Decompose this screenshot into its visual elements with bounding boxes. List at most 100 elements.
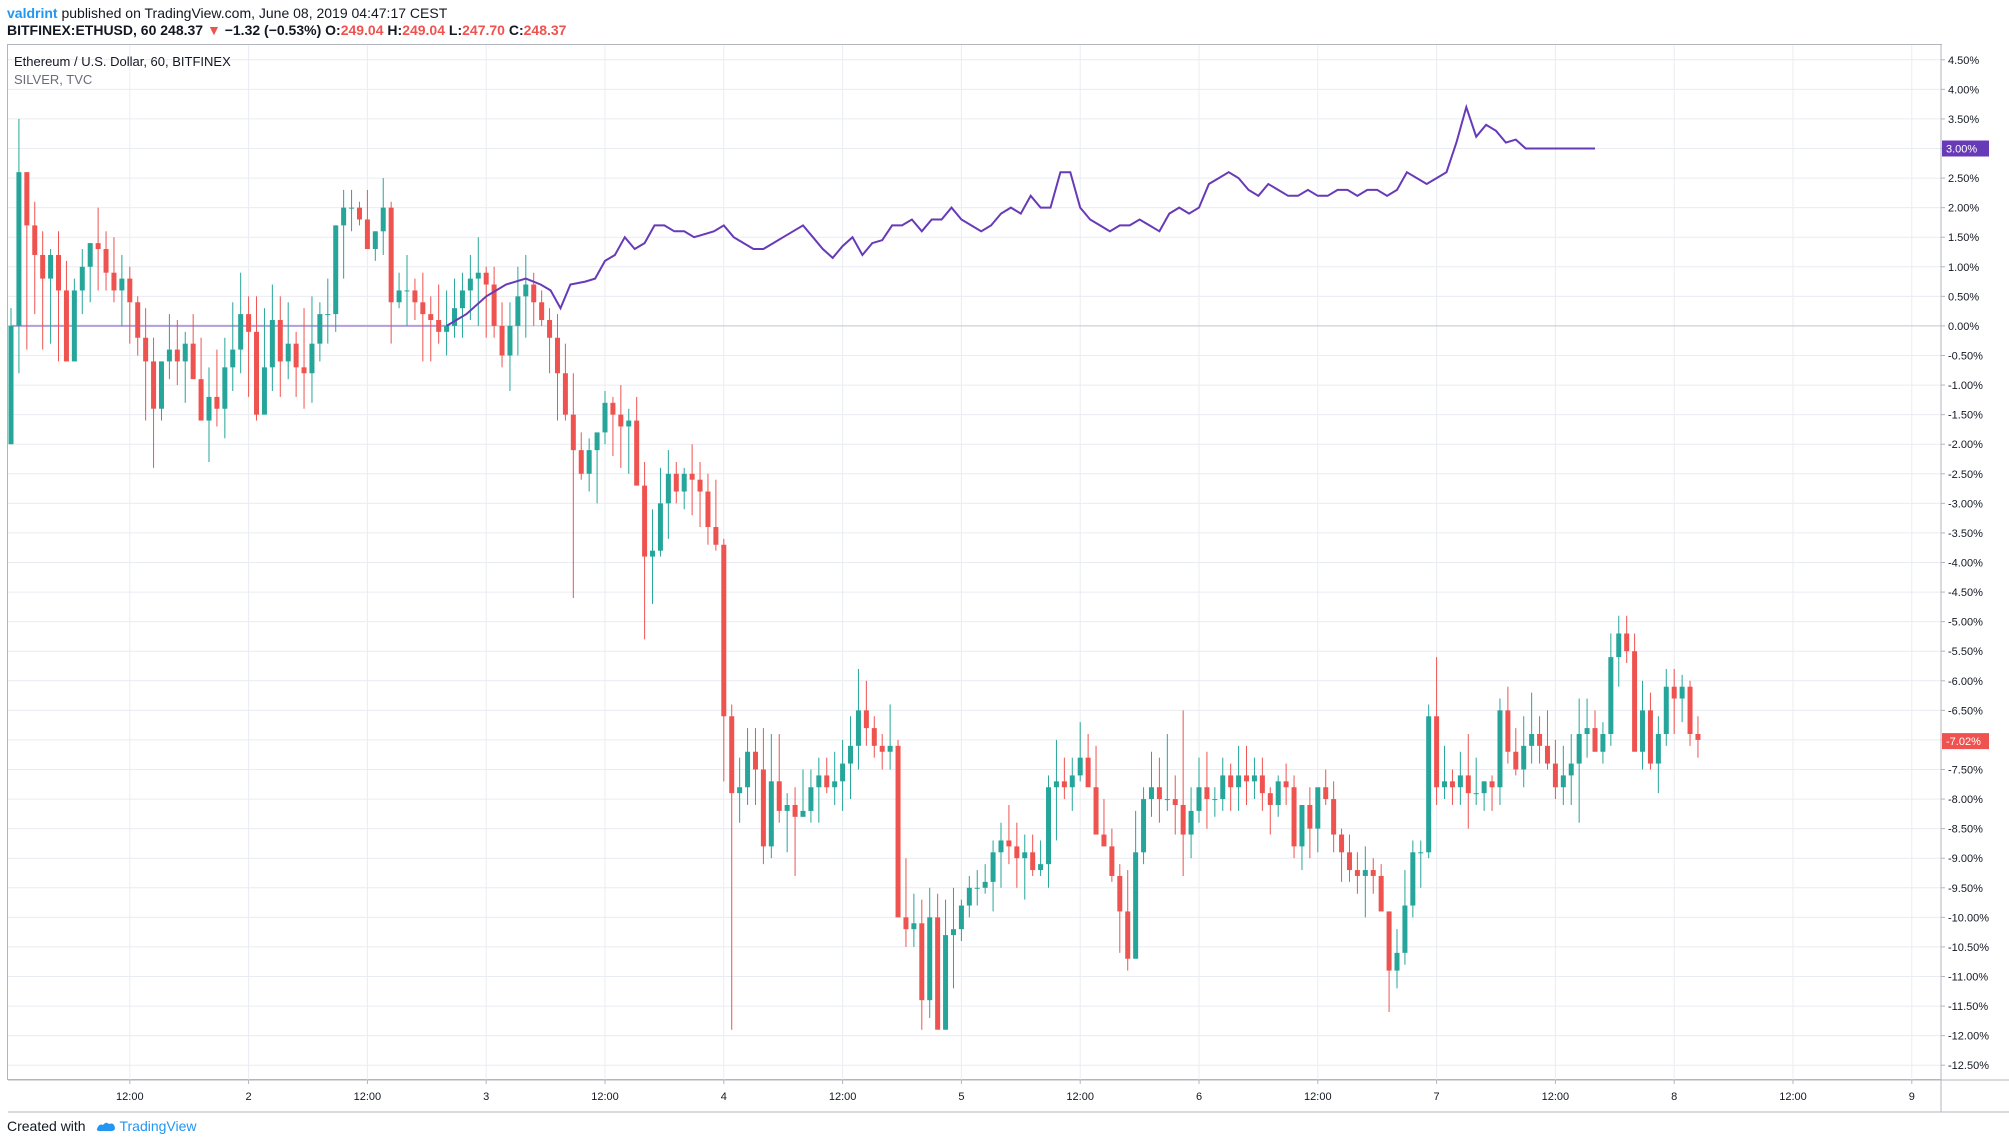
compare-series-line: [446, 103, 1595, 327]
candle-body: [309, 343, 315, 374]
time-axis-label: 9: [1909, 1091, 1915, 1103]
price-axis-label: 4.00%: [1948, 84, 1979, 96]
candle-body: [1228, 775, 1234, 788]
candle-body: [1663, 686, 1669, 735]
candle-body: [1331, 799, 1337, 835]
footer: Created with TradingView: [7, 1118, 197, 1136]
candle-body: [372, 231, 378, 250]
candle-body: [531, 284, 537, 303]
candle-body: [87, 243, 93, 267]
candle-body: [246, 314, 252, 332]
candle-body: [800, 810, 806, 817]
price-axis-bg: [1941, 45, 2009, 1080]
candle-body: [610, 402, 616, 415]
candle-body: [1053, 781, 1059, 788]
candle-body: [974, 887, 980, 889]
candle-body: [1695, 734, 1701, 740]
candle-body: [452, 308, 458, 326]
published-text: published on TradingView.com, June 08, 2…: [57, 5, 448, 21]
candle-body: [79, 266, 85, 291]
candle-body: [214, 396, 220, 409]
candle-body: [1307, 804, 1313, 829]
candle-body: [404, 290, 410, 292]
candle-body: [792, 804, 798, 817]
candle-body: [594, 432, 600, 451]
candle-body: [1220, 775, 1226, 800]
price-axis-label: 0.00%: [1948, 321, 1979, 333]
candle-body: [1275, 781, 1281, 805]
tradingview-logo-icon: [95, 1119, 117, 1136]
candle-body: [436, 320, 442, 332]
price-axis-label: -10.00%: [1948, 912, 1989, 924]
candle-body: [166, 349, 172, 362]
price-axis-label: -12.00%: [1948, 1031, 1989, 1043]
candle-body: [1576, 734, 1582, 764]
candle-body: [71, 290, 77, 362]
close-value: 248.37: [523, 22, 567, 38]
candle-body: [1346, 852, 1352, 871]
candle-body: [848, 745, 854, 764]
candle-body: [356, 207, 362, 220]
candle-body: [729, 716, 735, 794]
candle-body: [1655, 734, 1661, 764]
candle-body: [1640, 710, 1646, 752]
candle-body: [198, 379, 204, 421]
candle-body: [871, 728, 877, 746]
candle-body: [950, 929, 956, 936]
candle-body: [1085, 757, 1091, 788]
candle-body: [1267, 793, 1273, 805]
candle-body: [903, 917, 909, 930]
candle-body: [135, 302, 141, 338]
candle-body: [1339, 834, 1345, 853]
time-axis-label: 12:00: [1779, 1091, 1807, 1103]
candle-body: [1687, 686, 1693, 735]
last-price-label-bg: [1942, 733, 1989, 750]
open-label: O:: [325, 22, 341, 38]
legend-compare-series[interactable]: SILVER, TVC: [14, 72, 93, 87]
candle-body: [1354, 870, 1360, 876]
candle-body: [1117, 875, 1123, 912]
candle-body: [459, 290, 465, 309]
candle-body: [1449, 781, 1455, 788]
author-link[interactable]: valdrint: [7, 5, 58, 21]
candle-body: [1323, 787, 1329, 800]
candle-body: [586, 450, 592, 474]
candle-body: [927, 917, 933, 1001]
candle-body: [1624, 633, 1630, 652]
price-axis-label: -2.50%: [1948, 469, 1983, 481]
candle-body: [1259, 775, 1265, 794]
candle-body: [547, 320, 553, 338]
candle-body: [317, 314, 323, 344]
candle-body: [1315, 787, 1321, 829]
time-axis-bg: [8, 1080, 1941, 1112]
tradingview-brand[interactable]: TradingView: [119, 1118, 197, 1134]
candle-body: [602, 402, 608, 433]
time-axis-label: 8: [1671, 1091, 1677, 1103]
candle-body: [816, 775, 822, 788]
candle-body: [48, 254, 54, 279]
candle-body: [832, 781, 838, 788]
candle-body: [261, 367, 267, 415]
candle-body: [230, 349, 236, 368]
last-price: 248.37: [160, 22, 204, 38]
candle-body: [570, 414, 576, 451]
time-axis-label: 12:00: [1066, 1091, 1094, 1103]
price-axis-label: -1.50%: [1948, 410, 1983, 422]
candle-body: [1283, 781, 1289, 788]
candle-body: [491, 284, 497, 326]
open-value: 249.04: [340, 22, 384, 38]
price-change: −1.32 (−0.53%): [224, 22, 322, 38]
candle-body: [1560, 775, 1566, 788]
price-axis-label: -9.00%: [1948, 853, 1983, 865]
candle-body: [1521, 745, 1527, 770]
candle-body: [1513, 751, 1519, 770]
candle-body: [499, 325, 505, 356]
candle-body: [626, 420, 632, 427]
candle-body: [1465, 775, 1471, 794]
candle-body: [1426, 716, 1432, 853]
legend-main-series[interactable]: Ethereum / U.S. Dollar, 60, BITFINEX: [14, 54, 231, 69]
time-axis-label: 12:00: [354, 1091, 382, 1103]
candle-body: [840, 763, 846, 782]
candle-body: [855, 710, 861, 746]
